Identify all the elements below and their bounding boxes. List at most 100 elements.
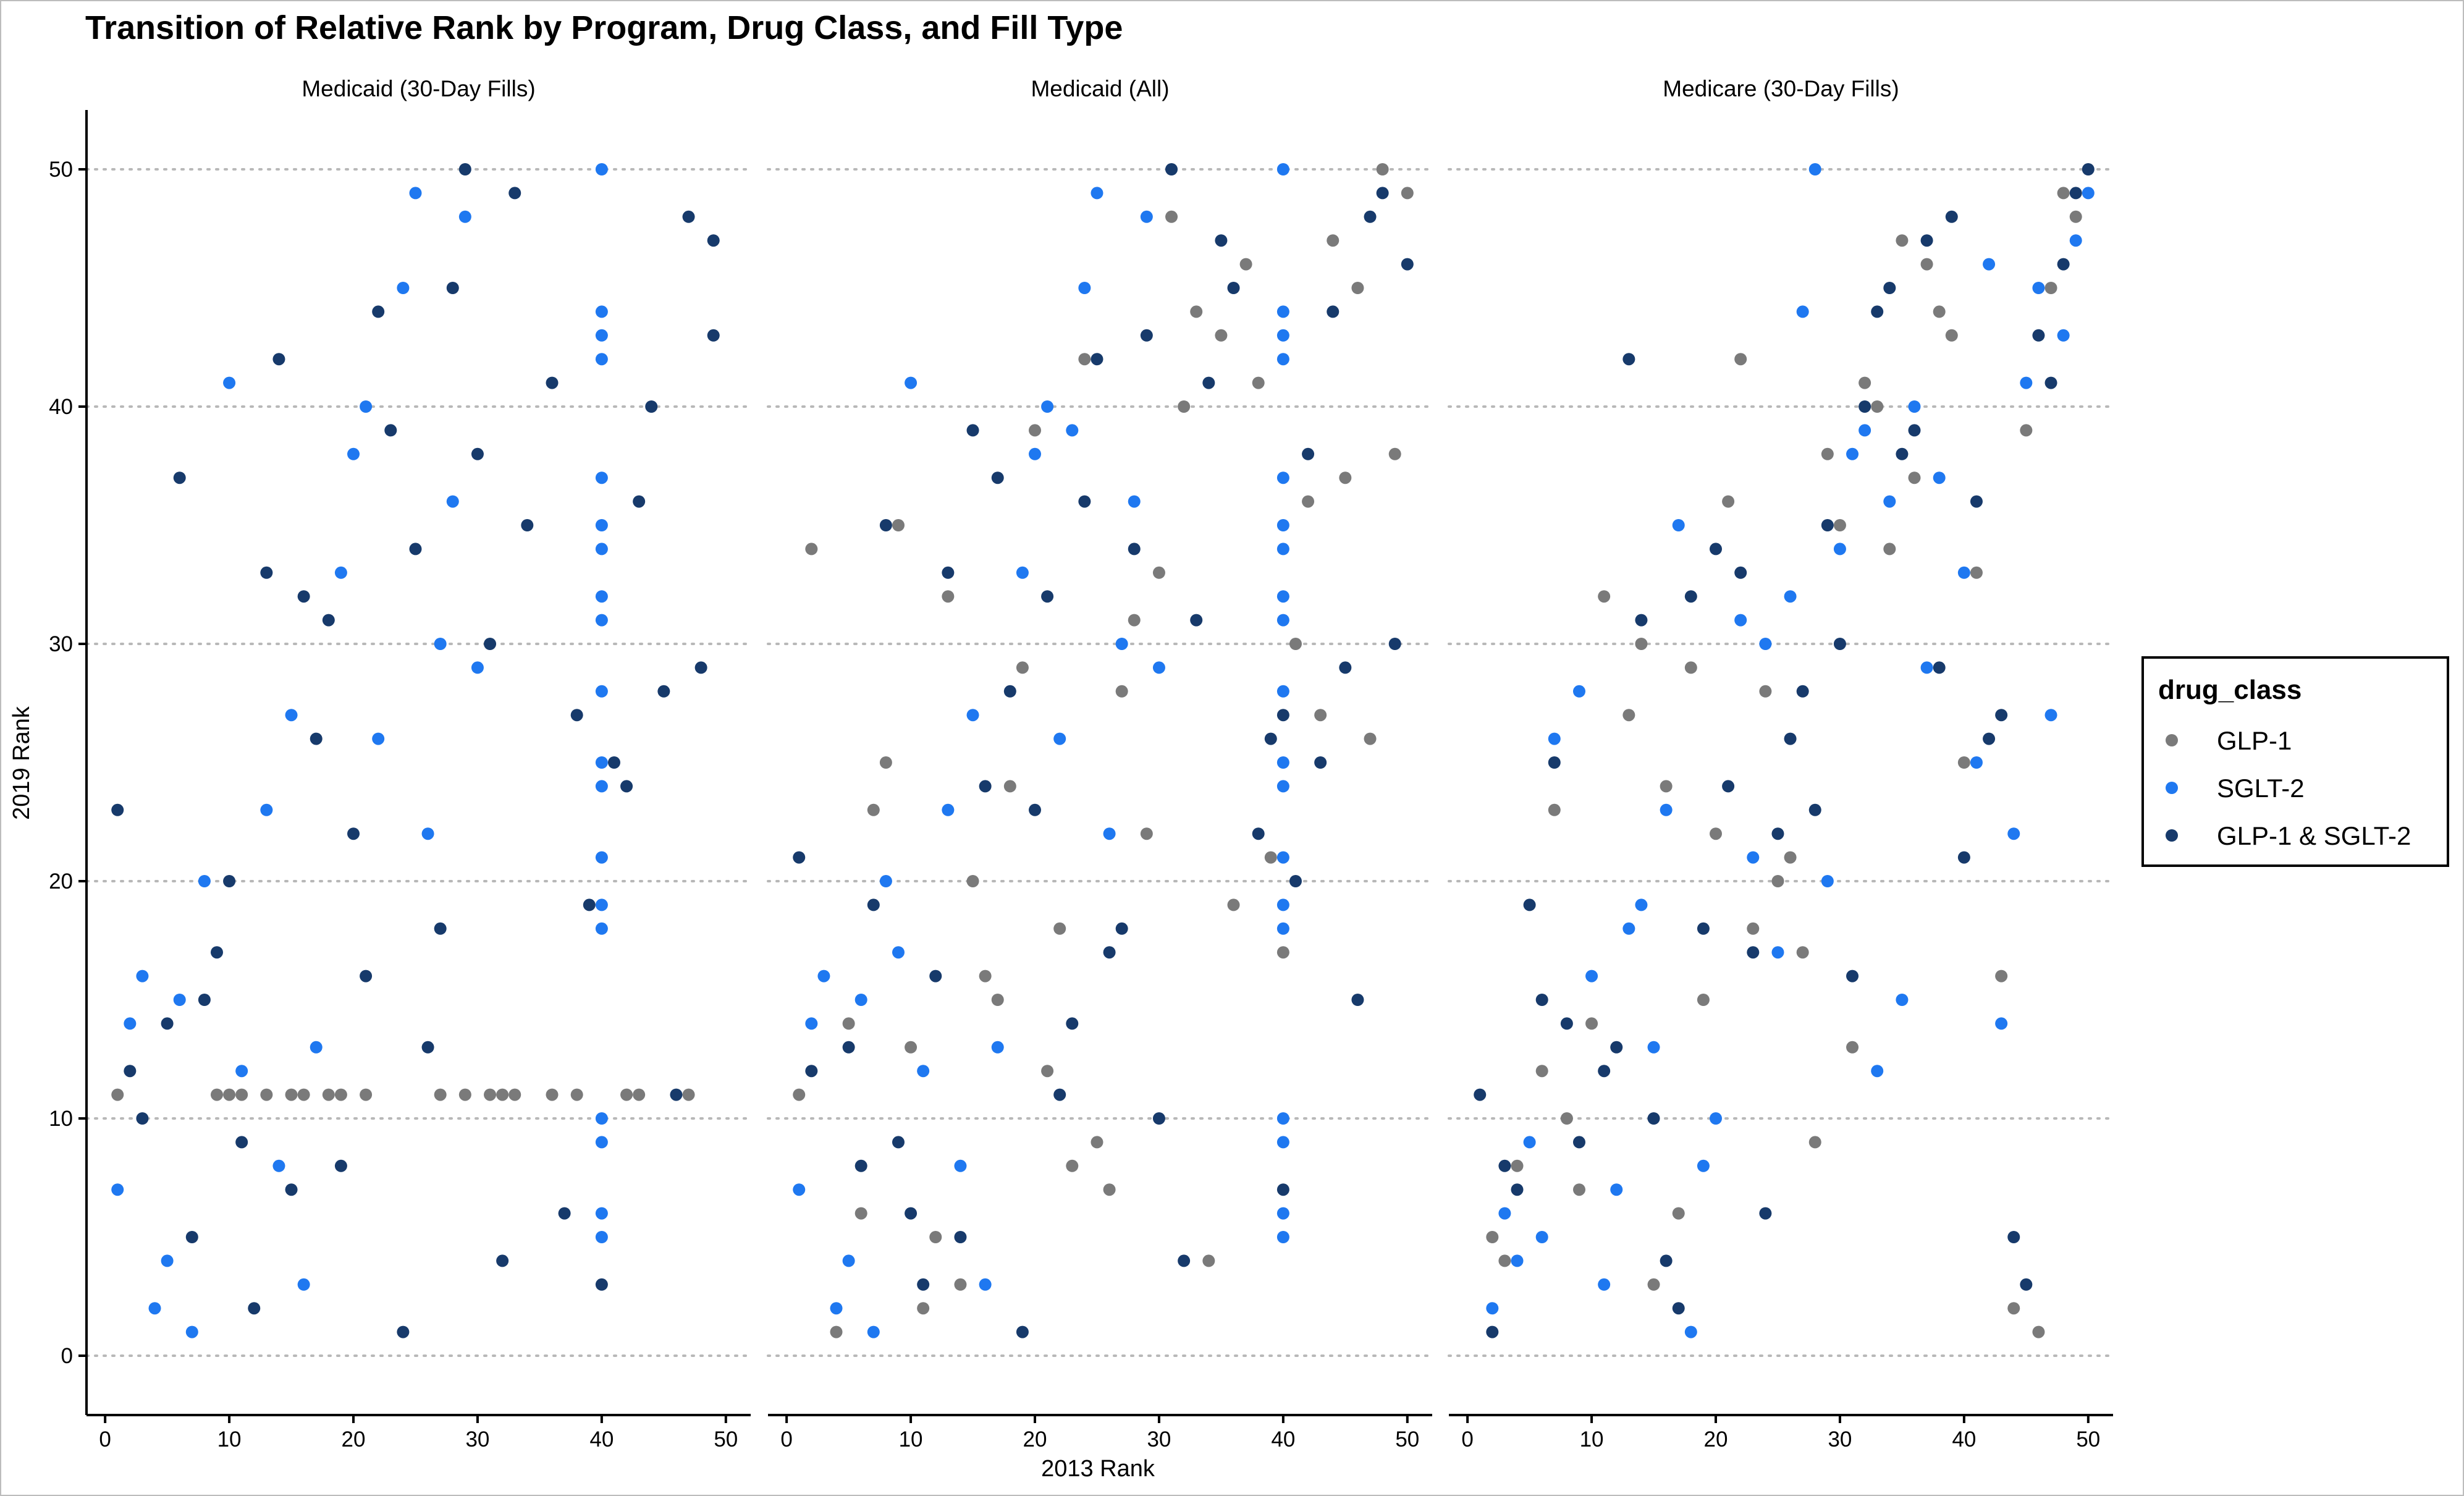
data-point bbox=[1016, 661, 1029, 674]
x-tick-label: 0 bbox=[1461, 1427, 1473, 1452]
data-point bbox=[1560, 1017, 1573, 1030]
data-point bbox=[210, 946, 223, 959]
data-point bbox=[1388, 447, 1401, 460]
data-point bbox=[1771, 946, 1784, 959]
data-point bbox=[148, 1302, 161, 1315]
data-point bbox=[124, 1065, 137, 1078]
data-point bbox=[421, 827, 434, 840]
series-glp-1-sglt-2 bbox=[111, 163, 720, 1338]
data-point bbox=[1647, 1278, 1660, 1291]
data-point bbox=[1697, 1159, 1710, 1172]
data-point bbox=[867, 803, 880, 816]
data-point bbox=[1252, 827, 1265, 840]
data-point bbox=[1511, 1159, 1524, 1172]
data-point bbox=[1957, 756, 1970, 769]
data-point bbox=[1535, 1065, 1548, 1078]
data-point bbox=[2032, 329, 2045, 342]
data-point bbox=[446, 282, 459, 294]
data-point bbox=[1314, 709, 1327, 722]
data-point bbox=[173, 994, 186, 1006]
data-point bbox=[471, 661, 484, 674]
data-point bbox=[1276, 851, 1289, 864]
data-point bbox=[707, 234, 720, 247]
legend-entry-label: GLP-1 & SGLT-2 bbox=[2217, 821, 2411, 850]
data-point bbox=[1152, 1112, 1165, 1125]
panel-title: Medicaid (All) bbox=[1031, 76, 1169, 101]
data-point bbox=[595, 519, 608, 531]
data-point bbox=[1264, 732, 1277, 745]
data-point bbox=[1859, 424, 1871, 437]
data-point bbox=[185, 1231, 198, 1243]
x-tick-label: 50 bbox=[1395, 1427, 1419, 1452]
data-point bbox=[285, 1183, 298, 1196]
data-point bbox=[842, 1254, 855, 1267]
data-point bbox=[260, 803, 273, 816]
data-point bbox=[1498, 1254, 1511, 1267]
data-point bbox=[1091, 353, 1103, 366]
data-point bbox=[260, 566, 273, 579]
data-point bbox=[1327, 305, 1340, 318]
data-point bbox=[546, 1088, 559, 1101]
data-point bbox=[917, 1278, 930, 1291]
data-point bbox=[1759, 638, 1772, 650]
panel-2: Medicaid (All) 0 10 20 30 40 50 bbox=[767, 76, 1433, 1452]
data-point bbox=[1747, 851, 1760, 864]
data-point bbox=[1821, 519, 1834, 531]
data-point bbox=[1572, 1136, 1585, 1149]
data-point bbox=[966, 424, 979, 437]
y-tick-label: 50 bbox=[49, 158, 73, 182]
data-point bbox=[805, 1017, 818, 1030]
data-point bbox=[1276, 329, 1289, 342]
data-point bbox=[1945, 329, 1958, 342]
data-point bbox=[682, 1088, 695, 1101]
data-point bbox=[1276, 471, 1289, 484]
data-point bbox=[322, 614, 335, 627]
data-point bbox=[360, 970, 373, 983]
data-point bbox=[297, 1278, 310, 1291]
data-point bbox=[1684, 590, 1697, 603]
series-glp-1 bbox=[111, 1088, 695, 1101]
data-point bbox=[1327, 234, 1340, 247]
data-point bbox=[805, 1065, 818, 1078]
data-point bbox=[2069, 210, 2082, 223]
data-point bbox=[1896, 994, 1909, 1006]
data-point bbox=[1635, 638, 1648, 650]
data-point bbox=[496, 1088, 509, 1101]
data-point bbox=[1548, 732, 1561, 745]
data-point bbox=[471, 447, 484, 460]
data-point bbox=[917, 1065, 930, 1078]
data-point bbox=[1115, 922, 1128, 935]
data-point bbox=[124, 1017, 137, 1030]
data-point bbox=[2044, 709, 2057, 722]
data-point bbox=[595, 1112, 608, 1125]
data-point bbox=[854, 1207, 867, 1220]
x-tick-label: 20 bbox=[342, 1427, 366, 1452]
data-point bbox=[1523, 898, 1536, 911]
data-point bbox=[2007, 827, 2020, 840]
data-point bbox=[1846, 970, 1859, 983]
data-point bbox=[1276, 353, 1289, 366]
data-point bbox=[1511, 1183, 1524, 1196]
series-sglt-2 bbox=[793, 163, 1289, 1338]
data-point bbox=[1053, 922, 1066, 935]
data-point bbox=[1128, 543, 1141, 556]
data-point bbox=[1957, 566, 1970, 579]
data-point bbox=[1202, 1254, 1215, 1267]
data-point bbox=[1796, 685, 1809, 698]
data-point bbox=[1957, 851, 1970, 864]
data-point bbox=[867, 898, 880, 911]
x-tick-label: 10 bbox=[217, 1427, 242, 1452]
panel-1: Medicaid (30-Day Fills) 0 10 20 30 40 50 0 10 20 3… bbox=[49, 76, 752, 1452]
data-point bbox=[1672, 519, 1685, 531]
data-point bbox=[1523, 1136, 1536, 1149]
x-tick-label: 10 bbox=[899, 1427, 923, 1452]
data-point bbox=[583, 898, 596, 911]
data-point bbox=[1364, 210, 1377, 223]
data-point bbox=[929, 970, 942, 983]
data-point bbox=[1970, 495, 1983, 508]
data-point bbox=[1276, 305, 1289, 318]
data-point bbox=[235, 1088, 248, 1101]
data-point bbox=[854, 1159, 867, 1172]
data-point bbox=[620, 1088, 633, 1101]
data-point bbox=[1759, 1207, 1772, 1220]
